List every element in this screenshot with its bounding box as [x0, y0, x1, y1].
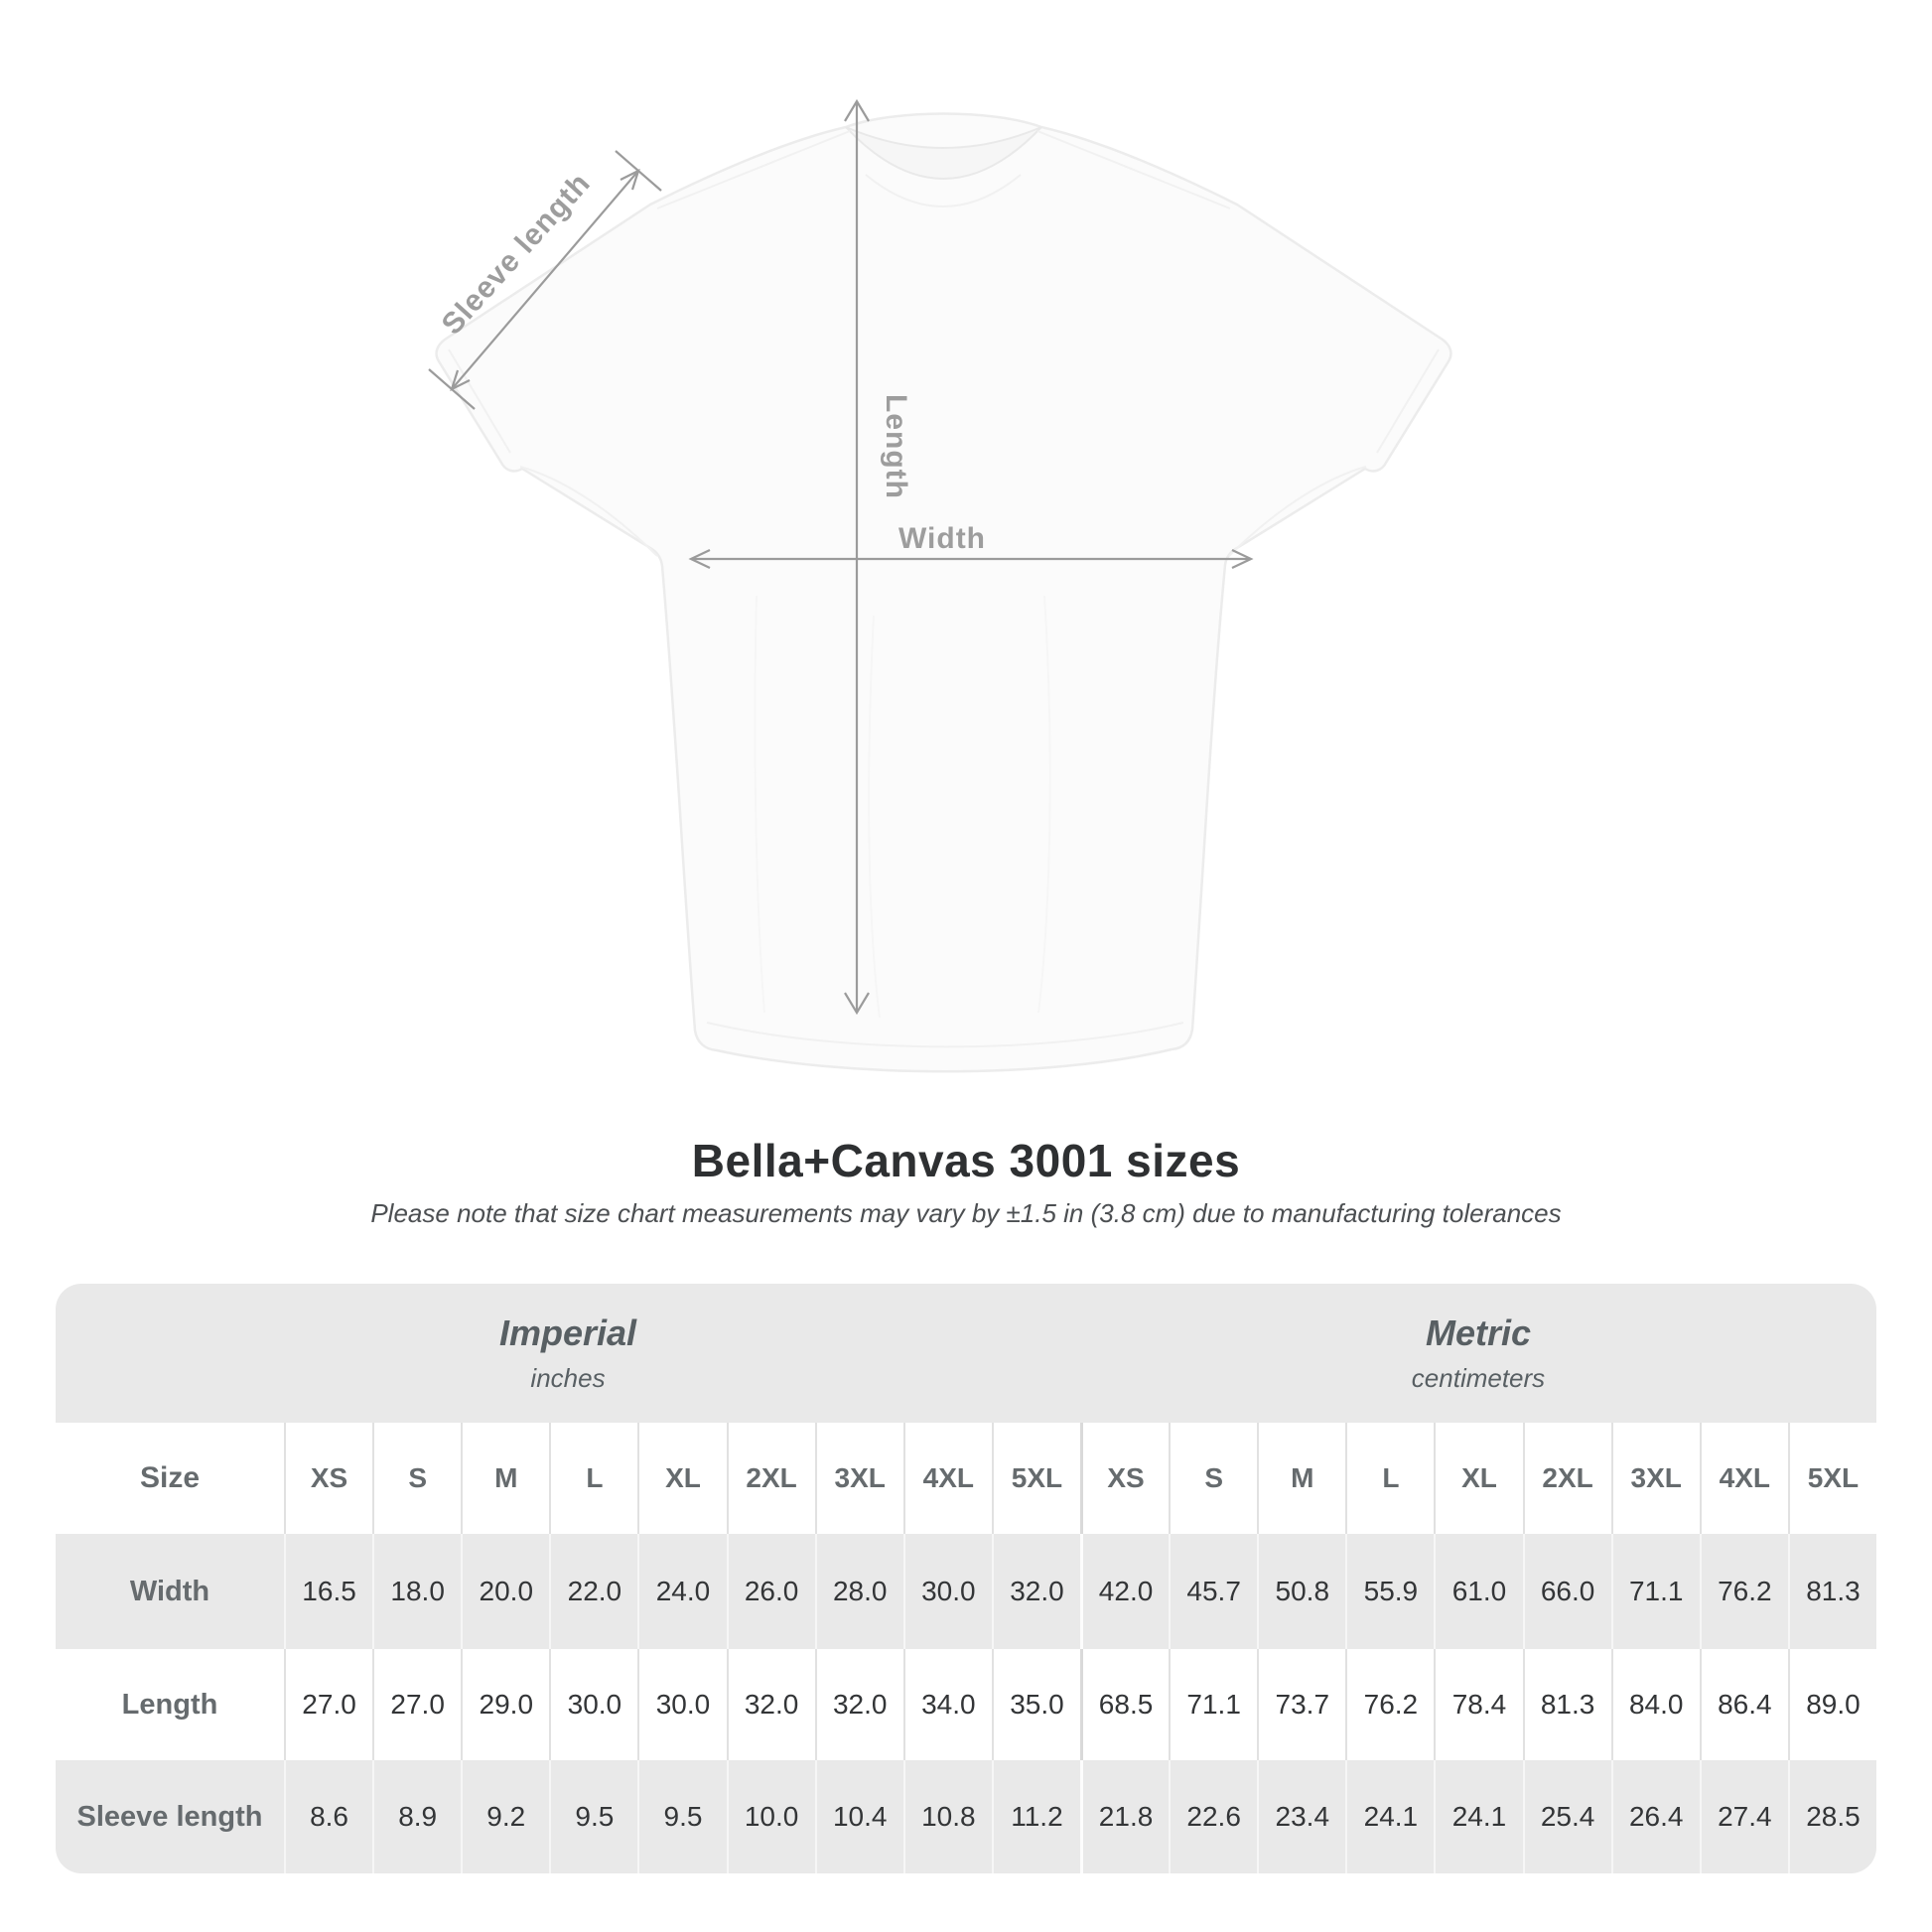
value-cell: 27.4 — [1699, 1760, 1788, 1873]
value-cell: 66.0 — [1522, 1534, 1611, 1649]
value-cell: 8.6 — [284, 1760, 372, 1873]
value-cell: 50.8 — [1257, 1534, 1345, 1649]
value-cell: 68.5 — [1080, 1649, 1170, 1760]
value-cell: 22.6 — [1169, 1760, 1257, 1873]
value-cell: 26.0 — [726, 1534, 815, 1649]
value-cell: 34.0 — [902, 1649, 992, 1760]
value-cell: 10.8 — [902, 1760, 992, 1873]
value-cell: 35.0 — [991, 1649, 1080, 1760]
value-cell: 20.0 — [461, 1534, 549, 1649]
value-cell: 27.0 — [372, 1649, 462, 1760]
value-cell: 21.8 — [1080, 1760, 1169, 1873]
column-header-metric-3xl: 3XL — [1610, 1423, 1700, 1534]
value-cell: 30.0 — [902, 1534, 992, 1649]
width-label: Width — [898, 522, 986, 555]
page-title: Bella+Canvas 3001 sizes — [691, 1135, 1241, 1186]
column-header-metric-m: M — [1257, 1423, 1346, 1534]
value-cell: 22.0 — [549, 1534, 637, 1649]
value-cell: 76.2 — [1699, 1534, 1788, 1649]
row-label-sleeve-length: Sleeve length — [76, 1800, 263, 1833]
value-cell: 71.1 — [1169, 1649, 1258, 1760]
value-cell: 10.4 — [814, 1760, 903, 1873]
value-cell: 78.4 — [1434, 1649, 1523, 1760]
length-label: Length — [880, 394, 912, 499]
value-cell: 32.0 — [726, 1649, 815, 1760]
column-header-imperial-3xl: 3XL — [814, 1423, 903, 1534]
value-cell: 9.5 — [549, 1760, 637, 1873]
row-label-width: Width — [129, 1575, 210, 1607]
value-cell: 32.0 — [991, 1534, 1080, 1649]
size-chart-table: Imperial inches Metric centimeters Size XS S M L… — [56, 1284, 1876, 1873]
row-label-length: Length — [56, 1649, 284, 1760]
value-cell: 61.0 — [1434, 1534, 1522, 1649]
value-cell: 30.0 — [549, 1649, 638, 1760]
size-tolerance-note: Please note that size chart measurements… — [370, 1198, 1562, 1228]
tshirt-illustration — [435, 112, 1452, 1073]
value-cell: 8.9 — [372, 1760, 461, 1873]
value-cell: 84.0 — [1610, 1649, 1700, 1760]
value-cell: 28.5 — [1787, 1760, 1876, 1873]
column-header-imperial-2xl: 2XL — [726, 1423, 815, 1534]
value-cell: 28.0 — [814, 1534, 903, 1649]
value-cell: 11.2 — [991, 1760, 1080, 1873]
unit-group-unit: centimeters — [1411, 1363, 1546, 1393]
sleeve-length-arrow — [428, 150, 662, 410]
value-cell: 89.0 — [1787, 1649, 1876, 1760]
column-header-imperial-xl: XL — [637, 1423, 727, 1534]
value-cell: 81.3 — [1522, 1649, 1611, 1760]
value-cell: 42.0 — [1080, 1534, 1169, 1649]
value-cell: 27.0 — [284, 1649, 373, 1760]
value-cell: 29.0 — [461, 1649, 550, 1760]
value-cell: 18.0 — [372, 1534, 461, 1649]
column-header-metric-l: L — [1345, 1423, 1435, 1534]
value-cell: 76.2 — [1345, 1649, 1435, 1760]
column-header-imperial-m: M — [461, 1423, 550, 1534]
size-chart-panel: Imperial inches Metric centimeters Size XS S M L… — [56, 1284, 1876, 1873]
value-cell: 10.0 — [726, 1760, 815, 1873]
value-cell: 45.7 — [1169, 1534, 1257, 1649]
value-cell: 16.5 — [284, 1534, 372, 1649]
value-cell: 86.4 — [1699, 1649, 1788, 1760]
unit-group-metric: Metric centimeters — [1080, 1284, 1876, 1423]
value-cell: 25.4 — [1522, 1760, 1611, 1873]
column-header-imperial-4xl: 4XL — [902, 1423, 992, 1534]
value-cell: 71.1 — [1610, 1534, 1700, 1649]
column-header-metric-xs: XS — [1080, 1423, 1170, 1534]
column-header-metric-s: S — [1169, 1423, 1258, 1534]
column-header-metric-4xl: 4XL — [1699, 1423, 1788, 1534]
column-header-size: Size — [56, 1423, 284, 1534]
column-header-imperial-s: S — [372, 1423, 462, 1534]
value-cell: 32.0 — [814, 1649, 903, 1760]
value-cell: 81.3 — [1787, 1534, 1876, 1649]
value-cell: 55.9 — [1345, 1534, 1434, 1649]
unit-group-imperial: Imperial inches — [56, 1284, 1080, 1423]
value-cell: 73.7 — [1257, 1649, 1346, 1760]
value-cell: 9.2 — [461, 1760, 549, 1873]
value-cell: 9.5 — [637, 1760, 726, 1873]
value-cell: 24.1 — [1345, 1760, 1434, 1873]
value-cell: 30.0 — [637, 1649, 727, 1760]
value-cell: 26.4 — [1610, 1760, 1700, 1873]
column-header-imperial-5xl: 5XL — [991, 1423, 1080, 1534]
column-header-metric-xl: XL — [1434, 1423, 1523, 1534]
length-arrow — [844, 98, 870, 1016]
value-cell: 24.0 — [637, 1534, 726, 1649]
column-header-imperial-xs: XS — [284, 1423, 373, 1534]
collar — [845, 126, 1042, 180]
column-header-metric-5xl: 5XL — [1787, 1423, 1876, 1534]
unit-group-unit: inches — [530, 1363, 606, 1393]
value-cell: 23.4 — [1257, 1760, 1345, 1873]
value-cell: 24.1 — [1434, 1760, 1522, 1873]
column-header-metric-2xl: 2XL — [1522, 1423, 1611, 1534]
column-header-imperial-l: L — [549, 1423, 638, 1534]
unit-group-label: Metric — [1425, 1312, 1532, 1353]
unit-group-label: Imperial — [498, 1312, 637, 1353]
width-arrow — [688, 549, 1254, 569]
tshirt-measurement-diagram: Sleeve length Length Width — [428, 98, 1452, 1073]
